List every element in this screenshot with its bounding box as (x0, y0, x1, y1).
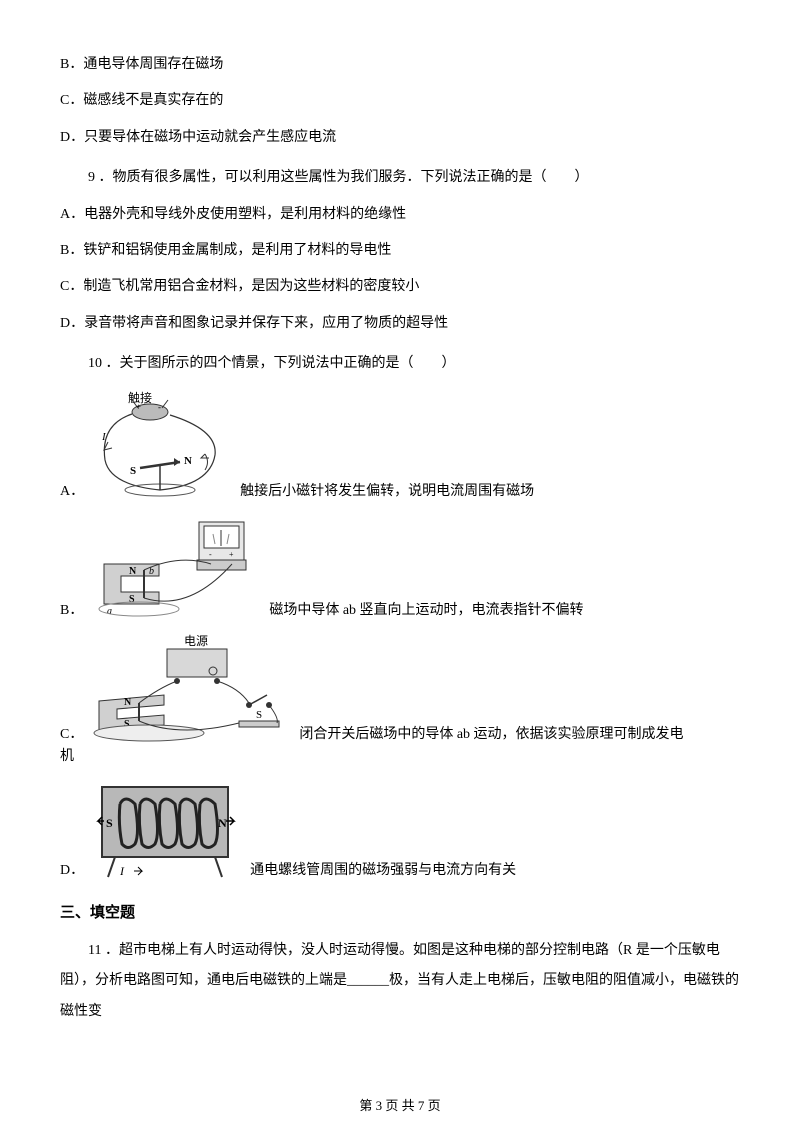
q10-a-label: A． (60, 480, 84, 500)
svg-text:I: I (119, 864, 125, 878)
q10-d-text: 通电螺线管周围的磁场强弱与电流方向有关 (250, 859, 516, 879)
figure-a: 触接 + - I S N (90, 390, 230, 500)
q10-option-d-row: D． S N I 通电螺线管周围的磁场强弱与电流方向有关 (60, 779, 740, 879)
q10-a-text: 触接后小磁针将发生偏转，说明电流周围有磁场 (240, 480, 534, 500)
q10-b-text: 磁场中导体 ab 竖直向上运动时，电流表指针不偏转 (269, 599, 583, 619)
q10-option-c-row: C． 电源 N S S 闭合开关后磁场中的导体 ab 运动，依据该实验原理可制成… (60, 633, 740, 743)
question-11-text: 11 ．超市电梯上有人时运动得快，没人时运动得慢。如图是这种电梯的部分控制电路（… (60, 936, 740, 1028)
question-10-stem: 10 ．关于图所示的四个情景，下列说法中正确的是（ ） (88, 353, 740, 375)
svg-text:S: S (130, 465, 136, 477)
option-c: C．磁感线不是真实存在的 (60, 90, 740, 112)
svg-text:N: N (129, 566, 137, 577)
svg-text:S: S (129, 594, 135, 605)
svg-text:-: - (158, 402, 161, 412)
svg-text:N: N (218, 816, 227, 830)
svg-text:+: + (229, 550, 234, 559)
q10-c-text: 闭合开关后磁场中的导体 ab 运动，依据该实验原理可制成发电 (299, 723, 683, 743)
svg-text:S: S (256, 709, 262, 721)
figure-c: 电源 N S S (89, 633, 289, 743)
svg-text:S: S (106, 816, 113, 830)
figure-b: - + N S b a (89, 514, 259, 619)
q9-option-a: A．电器外壳和导线外皮使用塑料，是利用材料的绝缘性 (60, 204, 740, 226)
q9-option-d: D．录音带将声音和图象记录并保存下来，应用了物质的超导性 (60, 313, 740, 335)
svg-text:N: N (124, 697, 132, 708)
q9-option-c: C．制造飞机常用铝合金材料，是因为这些材料的密度较小 (60, 276, 740, 298)
option-d: D．只要导体在磁场中运动就会产生感应电流 (60, 127, 740, 149)
q10-option-a-row: A． 触接 + - I S N 触接后小磁针将发生偏转，说明电流周围有磁场 (60, 390, 740, 500)
svg-text:+: + (136, 402, 141, 412)
section-3-heading: 三、填空题 (60, 901, 740, 922)
q9-option-b: B．铁铲和铝锅使用金属制成，是利用了材料的导电性 (60, 240, 740, 262)
svg-text:-: - (209, 550, 212, 559)
q10-option-b-row: B． - + N S b a 磁场中导体 ab 竖直向上运动时，电流表指针不偏转 (60, 514, 740, 619)
svg-text:电源: 电源 (184, 634, 208, 648)
q10-c-continuation: 机 (60, 745, 740, 765)
q10-c-label: C． (60, 723, 83, 743)
option-b: B．通电导体周围存在磁场 (60, 54, 740, 76)
page-footer: 第 3 页 共 7 页 (0, 1095, 800, 1114)
q10-b-label: B． (60, 599, 83, 619)
svg-text:N: N (184, 455, 192, 467)
q10-d-label: D． (60, 859, 84, 879)
svg-text:a: a (107, 606, 112, 617)
question-9-stem: 9 ．物质有很多属性，可以利用这些属性为我们服务．下列说法正确的是（ ） (88, 167, 740, 189)
figure-d: S N I (90, 779, 240, 879)
